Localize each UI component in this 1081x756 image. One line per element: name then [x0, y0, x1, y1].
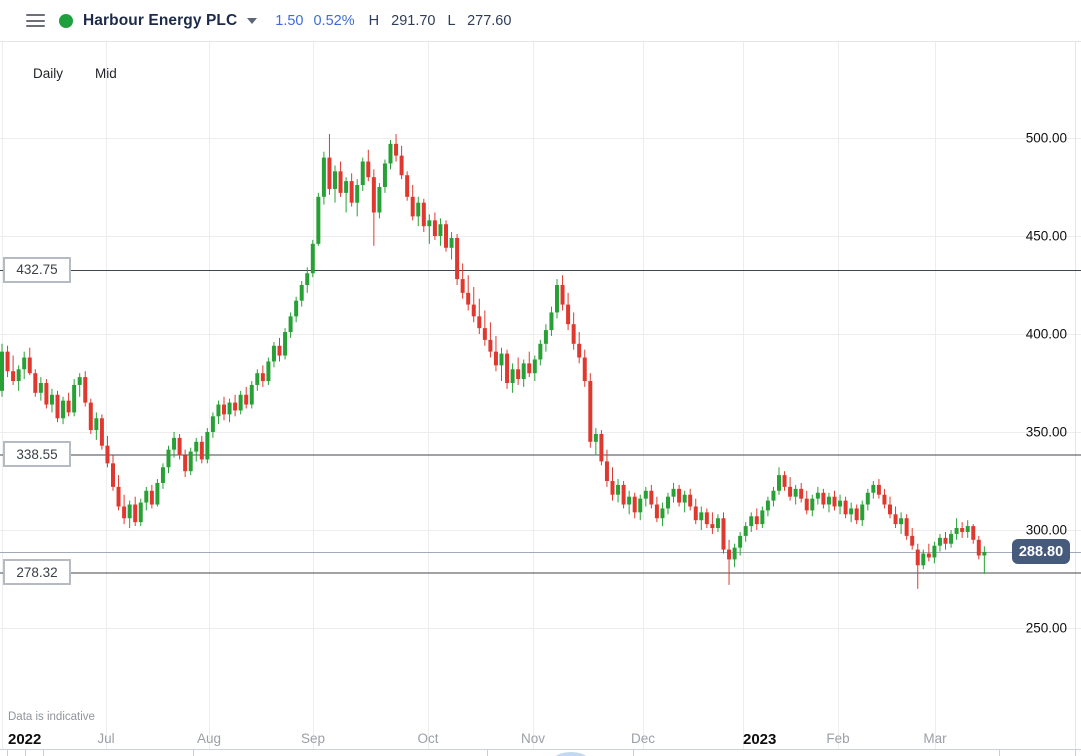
session-high-low: H 291.70 L 277.60 [369, 13, 512, 29]
time-axis-label: Nov [520, 731, 546, 746]
high-value: 291.70 [391, 12, 436, 29]
menu-icon[interactable] [26, 14, 45, 27]
price-axis-label: 300.00 [1025, 522, 1067, 538]
time-axis-label: Mar [923, 731, 947, 746]
chevron-down-icon[interactable] [247, 17, 258, 24]
header-bar: Harbour Energy PLC 1.50 0.52% H 291.70 L… [0, 0, 1081, 42]
price-level-label: 338.55 [3, 441, 71, 468]
price-level-label: 432.75 [3, 256, 71, 283]
time-axis-label: Aug [196, 731, 222, 746]
price-axis-label: 500.00 [1025, 130, 1067, 146]
time-axis-label: 2023 [743, 731, 777, 748]
low-label: L [447, 12, 456, 29]
price-axis-label: 350.00 [1025, 424, 1067, 440]
data-disclaimer: Data is indicative [8, 711, 95, 723]
price-type-selector[interactable]: Mid [95, 66, 117, 81]
scrollbar-separator [25, 750, 26, 756]
scrollbar-separator [999, 750, 1000, 756]
time-axis-label: Feb [826, 731, 850, 746]
time-axis-label: Dec [630, 731, 656, 746]
scrollbar-separator [487, 750, 488, 756]
current-price-badge: 288.80 [1012, 539, 1070, 565]
scrollbar-separator [633, 750, 634, 756]
price-change: 1.50 [275, 12, 304, 29]
price-level-label: 278.32 [3, 559, 71, 586]
time-axis-label: Jul [97, 731, 115, 746]
price-axis-label: 250.00 [1025, 620, 1067, 636]
price-change-percent: 0.52% [313, 12, 355, 29]
scrollbar-separator [43, 750, 44, 756]
scrollbar-thumb-decoration [552, 752, 590, 756]
high-label: H [368, 12, 380, 29]
scrollbar-separator [193, 750, 194, 756]
scrollbar-separator [7, 750, 8, 756]
chart-toolbar: Daily Mid [33, 66, 117, 81]
time-axis-label: 2022 [8, 731, 42, 748]
scrollbar-separator [1075, 750, 1076, 756]
market-open-dot-icon [59, 13, 73, 28]
time-axis-label: Sep [300, 731, 326, 746]
interval-selector[interactable]: Daily [33, 66, 64, 81]
instrument-name[interactable]: Harbour Energy PLC [83, 11, 238, 29]
price-axis-label: 450.00 [1025, 228, 1067, 244]
low-value: 277.60 [467, 12, 512, 29]
chart-scrollbar[interactable] [0, 749, 1081, 756]
time-axis-label: Oct [417, 731, 439, 746]
price-axis-label: 400.00 [1025, 326, 1067, 342]
